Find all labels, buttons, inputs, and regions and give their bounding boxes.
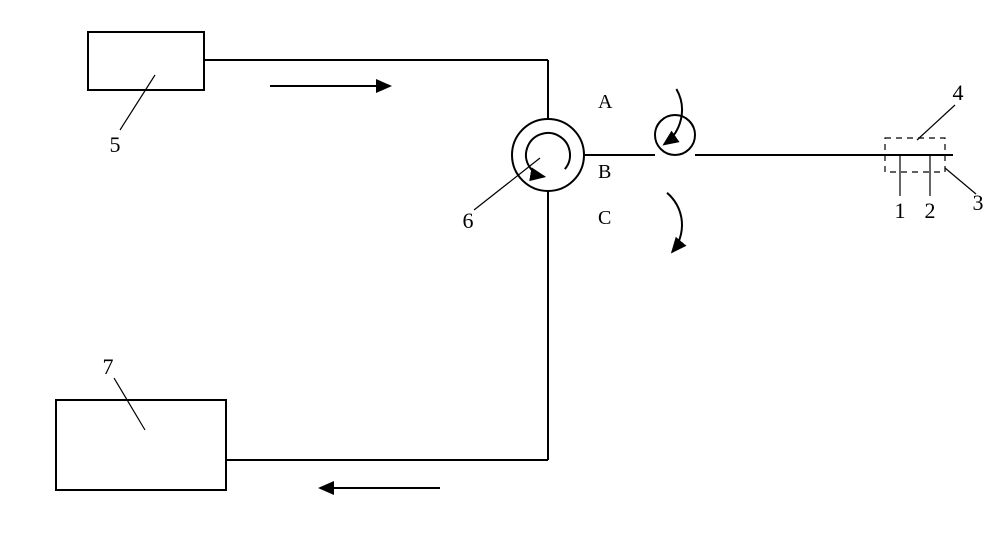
label-n7: 7: [103, 354, 114, 379]
port-label-A: A: [598, 91, 613, 113]
circulator-6: [512, 119, 584, 191]
leader-l4: [917, 105, 955, 140]
box-5: [88, 32, 204, 90]
leader-l3: [945, 168, 976, 194]
port-label-B: B: [598, 161, 611, 183]
label-n3: 3: [973, 190, 984, 215]
circulator-rotation-arrow: [526, 133, 570, 177]
leader-l5: [120, 75, 155, 130]
label-n6: 6: [463, 208, 474, 233]
diagram-canvas: A B C 12 3 4 5 6 7: [0, 0, 1000, 540]
label-n1: 1: [895, 198, 906, 223]
leader-l7: [114, 378, 145, 430]
flow-arcBC: [667, 193, 682, 252]
leader-l6: [474, 158, 540, 210]
port-label-C: C: [598, 207, 611, 229]
label-n4: 4: [953, 80, 964, 105]
box-7: [56, 400, 226, 490]
label-n5: 5: [110, 132, 121, 157]
label-n2: 2: [925, 198, 936, 223]
